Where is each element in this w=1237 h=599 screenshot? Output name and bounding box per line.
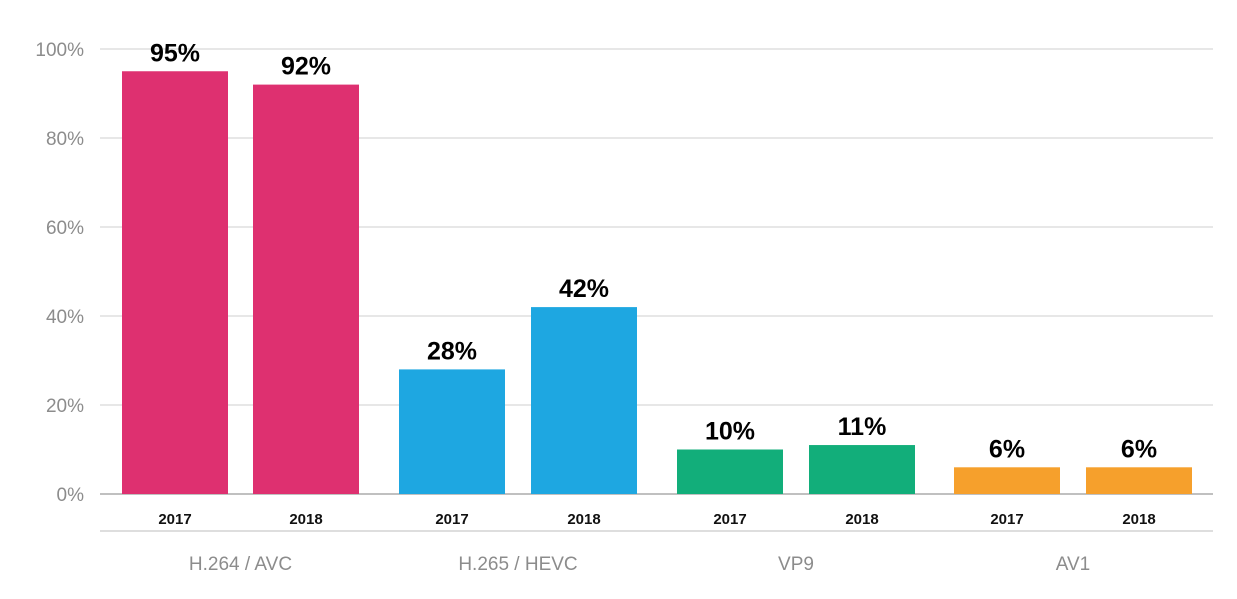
y-tick-label: 0% (57, 485, 85, 506)
bar-value-label: 92% (281, 53, 331, 81)
group-label: H.265 / HEVC (458, 554, 577, 575)
bar-value-label: 6% (1121, 435, 1157, 463)
bar (122, 71, 228, 494)
x-tick-label: 2017 (435, 511, 468, 528)
y-axis: 0% 20% 40% 60% 80% 100% (35, 40, 84, 506)
y-tick-label: 60% (46, 218, 84, 239)
y-tick-label: 20% (46, 396, 84, 417)
x-tick-label: 2017 (990, 511, 1023, 528)
bar-value-label: 42% (559, 275, 609, 303)
x-tick-label: 2018 (289, 511, 322, 528)
group-label: VP9 (778, 554, 814, 575)
bar (399, 369, 505, 494)
bar-value-label: 11% (838, 413, 887, 441)
bar (809, 445, 915, 494)
bar (253, 84, 359, 494)
x-tick-label: 2017 (713, 511, 746, 528)
bar (531, 307, 637, 494)
x-tick-label: 2017 (158, 511, 191, 528)
y-tick-label: 40% (46, 307, 84, 328)
group-label: H.264 / AVC (189, 554, 292, 575)
bar (677, 449, 783, 494)
bar-value-label: 28% (427, 337, 477, 365)
bar-value-label: 95% (150, 39, 200, 67)
x-axis: 2017 2018 H.264 / AVC 2017 2018 H.265 / HEVC 2… (100, 511, 1213, 575)
group-label: AV1 (1056, 554, 1091, 575)
y-tick-label: 100% (35, 40, 84, 61)
y-tick-label: 80% (46, 129, 84, 150)
bar (954, 467, 1060, 494)
bar-value-label: 6% (989, 435, 1025, 463)
bar (1086, 467, 1192, 494)
x-tick-label: 2018 (567, 511, 600, 528)
x-tick-label: 2018 (1122, 511, 1155, 528)
bar-value-label: 10% (705, 418, 755, 446)
x-tick-label: 2018 (845, 511, 878, 528)
bars: 95% 92% 28% 42% 10% 11% 6% 6% (122, 39, 1192, 494)
